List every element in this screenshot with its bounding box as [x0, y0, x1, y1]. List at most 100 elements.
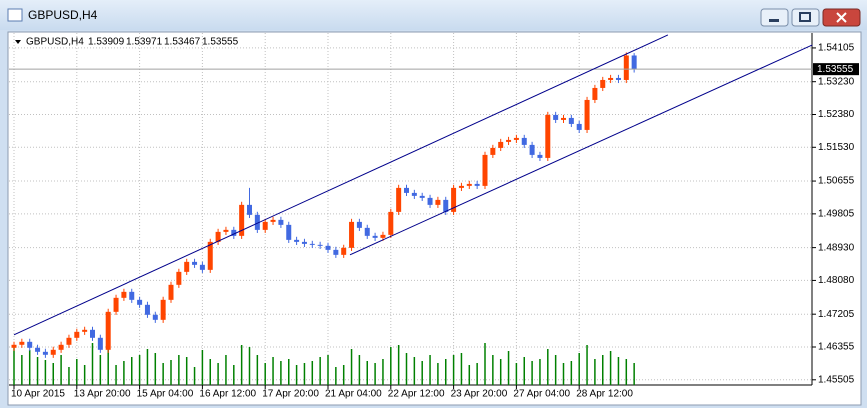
candle-body [309, 243, 315, 245]
candle-body [474, 183, 480, 186]
restore-button[interactable] [791, 8, 820, 27]
window-icon [7, 8, 23, 22]
title-bar [0, 0, 867, 30]
candle-body [19, 341, 25, 345]
candle-body [199, 264, 205, 270]
candle-body [341, 247, 347, 255]
candle-body [325, 245, 331, 250]
candle-body [356, 221, 362, 228]
candle-body [50, 349, 56, 355]
y-tick-label: 1.45505 [818, 374, 855, 385]
candle-body [419, 195, 425, 198]
candle-body [372, 235, 378, 238]
candle-body [451, 187, 457, 212]
candle-body [42, 351, 48, 355]
candle-body [160, 299, 166, 320]
candle-body [404, 187, 409, 193]
candle-body [623, 55, 629, 80]
minimize-icon [769, 19, 779, 22]
candle-body [301, 241, 307, 244]
candle-body [435, 199, 441, 205]
trendline [349, 44, 813, 256]
candle-body [137, 299, 143, 305]
candle-body [278, 219, 284, 225]
candle-body [192, 261, 198, 265]
candle-body [608, 77, 614, 80]
candle-body [223, 229, 229, 232]
header-high: 1.53971 [126, 37, 163, 48]
candle-body [458, 185, 464, 188]
candle-body [294, 239, 300, 242]
x-tick-label: 17 Apr 20:00 [262, 389, 319, 400]
candle-body [576, 123, 582, 130]
candle-body [364, 227, 370, 236]
x-tick-label: 28 Apr 12:00 [576, 389, 633, 400]
y-tick-label: 1.47205 [818, 309, 855, 320]
candle-body [388, 211, 394, 235]
current-price-box [813, 63, 859, 76]
candle-body [615, 77, 621, 80]
candle-body [11, 344, 17, 348]
header-arrow [15, 40, 21, 44]
y-tick-label: 1.54105 [818, 43, 855, 54]
candle-body [239, 204, 245, 236]
candle-body [631, 55, 637, 70]
candle-body [490, 147, 496, 155]
candle-body [537, 154, 543, 158]
candle-body [466, 183, 472, 186]
candle-body [262, 221, 268, 230]
candle-body [411, 192, 417, 196]
candle-body [184, 261, 190, 272]
x-tick-label: 22 Apr 12:00 [388, 389, 445, 400]
candle-body [27, 341, 33, 348]
x-tick-label: 16 Apr 12:00 [199, 389, 256, 400]
y-tick-label: 1.46355 [818, 342, 855, 353]
y-tick-label: 1.49805 [818, 208, 855, 219]
y-tick-label: 1.53230 [818, 76, 855, 87]
x-tick-label: 21 Apr 04:00 [325, 389, 382, 400]
candle-body [545, 114, 551, 158]
minimize-button[interactable] [760, 8, 789, 27]
candle-body [396, 187, 402, 212]
candle-body [82, 329, 88, 332]
candle-body [600, 79, 606, 88]
candle-body [317, 244, 323, 246]
candle-body [513, 137, 519, 140]
chart-symbol: GBPUSD,H4 [26, 37, 84, 48]
candle-body [66, 337, 72, 345]
candle-body [97, 337, 103, 350]
y-tick-label: 1.52380 [818, 109, 855, 120]
header-low: 1.53467 [164, 37, 201, 48]
x-tick-label: 27 Apr 04:00 [513, 389, 570, 400]
candle-body [286, 224, 292, 240]
header-open: 1.53909 [88, 37, 125, 48]
candle-body [176, 271, 182, 285]
candle-body [105, 311, 111, 350]
y-tick-label: 1.48930 [818, 242, 855, 253]
candle-body [90, 329, 95, 338]
candle-body [121, 291, 127, 298]
current-price-label: 1.53555 [817, 64, 854, 75]
candle-body [247, 204, 252, 215]
candle-body [521, 137, 527, 145]
candle-body [231, 229, 237, 236]
candle-body [349, 221, 355, 248]
candle-body [113, 297, 119, 312]
candle-body [380, 234, 386, 238]
candle-body [498, 141, 504, 148]
window-title: GBPUSD,H4 [28, 8, 98, 22]
candle-body [584, 99, 590, 130]
candle-body [443, 199, 449, 212]
candle-body [506, 139, 512, 142]
candle-body [254, 214, 260, 230]
close-icon [836, 12, 847, 23]
restore-icon [799, 12, 811, 22]
candle-body [168, 284, 174, 300]
candle-body [58, 344, 64, 350]
candle-body [215, 231, 221, 242]
candle-body [144, 304, 150, 315]
candle-body [482, 154, 488, 186]
candle-body [529, 144, 535, 155]
chart-area [7, 31, 862, 406]
